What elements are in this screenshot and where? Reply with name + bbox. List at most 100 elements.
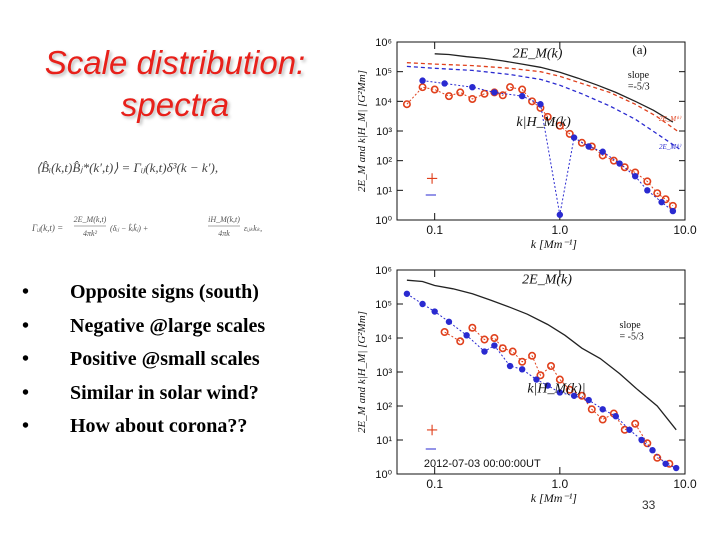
bullet-item: • Negative @large scales bbox=[22, 310, 265, 344]
data-point bbox=[456, 88, 465, 97]
data-point bbox=[468, 323, 477, 332]
data-point bbox=[587, 405, 596, 414]
sign-plus: + bbox=[426, 417, 438, 442]
x-axis-label: k [Mm⁻¹] bbox=[531, 237, 578, 251]
y-axis-label: 2E_M and k|H_M| [G²Mm] bbox=[356, 70, 368, 192]
data-point bbox=[585, 396, 592, 404]
data-point bbox=[518, 357, 527, 366]
equation-2-frac1-den: 4πk² bbox=[83, 229, 98, 238]
bullet-marker: • bbox=[22, 314, 30, 337]
bullet-marker: • bbox=[22, 415, 30, 437]
equation-2-frac2-den: 4πk bbox=[218, 229, 230, 238]
data-point bbox=[490, 334, 499, 343]
data-point bbox=[570, 392, 578, 399]
data-point bbox=[631, 172, 639, 180]
y-tick-label: 10⁶ bbox=[375, 37, 392, 49]
data-point bbox=[444, 92, 453, 101]
x-tick-label: 0.1 bbox=[426, 477, 443, 491]
series-line bbox=[422, 80, 674, 215]
data-point bbox=[533, 376, 540, 383]
data-point bbox=[644, 187, 651, 194]
data-point bbox=[481, 348, 488, 355]
y-tick-label: 10² bbox=[376, 401, 392, 413]
x-tick-label: 10.0 bbox=[673, 477, 697, 491]
data-point bbox=[506, 362, 514, 370]
x-tick-label: 0.1 bbox=[426, 223, 443, 237]
slope-annotation: slope bbox=[620, 320, 642, 331]
data-point bbox=[669, 207, 677, 215]
curve-annotation: 2E_M⁽ᵗ⁾ bbox=[659, 115, 682, 123]
slide-number: 33 bbox=[642, 498, 656, 512]
data-point bbox=[544, 382, 551, 389]
data-point bbox=[463, 332, 470, 339]
data-point bbox=[638, 436, 645, 444]
data-point bbox=[441, 80, 448, 87]
data-point bbox=[403, 290, 411, 297]
series-line bbox=[406, 65, 680, 150]
series-line bbox=[434, 53, 674, 123]
data-point bbox=[620, 163, 629, 172]
y-tick-label: 10⁴ bbox=[375, 96, 392, 108]
data-point bbox=[498, 91, 507, 100]
data-point bbox=[468, 94, 477, 103]
bullet-item: • How about corona?? bbox=[22, 410, 265, 444]
data-point bbox=[537, 101, 544, 108]
bullet-marker: • bbox=[22, 281, 30, 303]
slope-value-annotation: =-5/3 bbox=[628, 82, 650, 93]
data-point bbox=[555, 375, 564, 384]
data-point bbox=[536, 371, 545, 380]
sign-minus: – bbox=[425, 182, 437, 204]
y-tick-label: 10³ bbox=[376, 126, 392, 138]
slide-title: Scale distribution: spectra bbox=[20, 42, 330, 126]
data-point bbox=[658, 198, 665, 206]
data-point bbox=[555, 121, 564, 130]
data-point bbox=[599, 406, 606, 413]
data-point bbox=[498, 344, 507, 353]
data-point bbox=[543, 112, 552, 121]
data-point bbox=[612, 413, 620, 420]
equation-2-lhs: Γᵢⱼ(k,t) = bbox=[31, 223, 63, 233]
y-tick-label: 10¹ bbox=[376, 435, 392, 447]
data-point bbox=[506, 83, 515, 92]
data-point bbox=[431, 308, 438, 315]
sign-plus: + bbox=[426, 166, 438, 191]
data-point bbox=[518, 92, 526, 100]
data-point bbox=[456, 337, 465, 346]
data-point bbox=[565, 129, 574, 138]
bullet-text: Similar in solar wind? bbox=[70, 381, 259, 404]
series-line bbox=[406, 62, 680, 133]
y-tick-label: 10⁵ bbox=[375, 299, 392, 311]
y-tick-label: 10¹ bbox=[376, 185, 392, 197]
data-point bbox=[528, 351, 537, 360]
bullet-list: • Opposite signs (south) • Negative @large… bbox=[22, 276, 265, 444]
slide-title-line-2: spectra bbox=[120, 86, 230, 123]
slope-value-annotation: = -5/3 bbox=[620, 332, 644, 343]
series-line bbox=[406, 86, 674, 207]
data-point bbox=[556, 211, 564, 218]
bullet-text: Negative @large scales bbox=[70, 314, 266, 337]
data-point bbox=[547, 362, 556, 371]
data-point bbox=[528, 97, 537, 106]
data-point bbox=[402, 100, 411, 109]
data-point bbox=[556, 389, 564, 396]
timestamp-annotation: 2012-07-03 00:00:00UT bbox=[424, 458, 541, 470]
data-point bbox=[599, 148, 606, 155]
data-point bbox=[565, 385, 574, 394]
data-point bbox=[480, 335, 489, 344]
data-point bbox=[643, 177, 652, 186]
data-point bbox=[491, 342, 498, 349]
data-point bbox=[445, 318, 453, 325]
equation-1: ⟨B̂ᵢ(k,t)B̂ⱼ*(k′,t)⟩ = Γᵢⱼ(k,t)δ³(k − k′… bbox=[36, 160, 218, 175]
y-tick-label: 10² bbox=[376, 156, 392, 168]
y-tick-label: 10⁴ bbox=[375, 333, 392, 345]
data-point bbox=[518, 366, 526, 373]
data-point bbox=[418, 83, 427, 92]
curve-annotation: 2E_M⁽ᵗ⁾ bbox=[659, 143, 682, 151]
data-point bbox=[626, 426, 633, 433]
em-annotation: 2E_M(k) bbox=[513, 47, 563, 62]
data-point bbox=[570, 134, 578, 141]
bullet-text: Opposite signs (south) bbox=[70, 281, 259, 303]
spectrum-chart-a: 10⁰ 10¹ 10² 10³ 10⁴ 10⁵ 10⁶ 0.1 1.0 10.0 k [Mm⁻¹] 2… bbox=[356, 37, 697, 251]
data-point bbox=[653, 189, 662, 198]
bullet-marker: • bbox=[22, 381, 30, 404]
